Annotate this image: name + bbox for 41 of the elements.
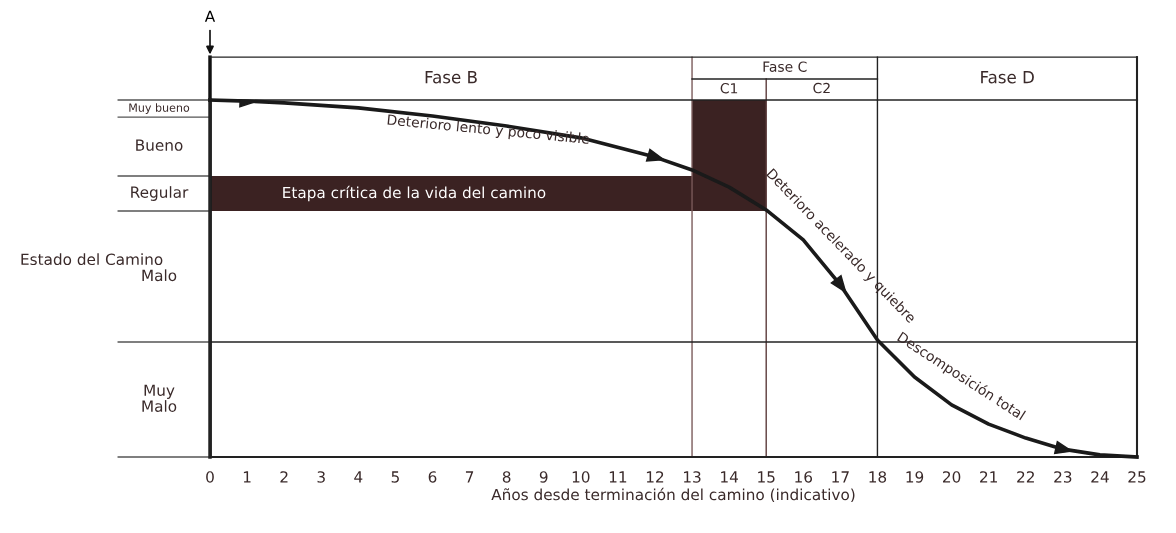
text: Fase D [981, 71, 1034, 84]
x-tick-label: 9 [539, 471, 548, 483]
x-tick-label: 11 [609, 471, 627, 483]
annotation: Etapa crítica de la vida del camino [283, 185, 546, 202]
x-tick-label: 5 [391, 471, 399, 483]
x-tick-label: 15 [758, 471, 775, 483]
x-tick-label: 13 [684, 471, 701, 483]
text: Bueno [136, 139, 183, 151]
x-tick-label: 4 [354, 471, 363, 483]
x-tick-label: 17 [832, 471, 849, 483]
text: Muy Malo [142, 384, 177, 412]
x-tick-label: 19 [906, 471, 924, 483]
x-tick-label: 14 [721, 471, 738, 483]
x-tick-label: 21 [980, 471, 997, 483]
x-tick-label: 7 [465, 471, 474, 483]
text: Fase B [425, 71, 477, 84]
x-tick-label: 23 [1054, 471, 1072, 483]
x-tick-label: 12 [646, 471, 664, 483]
annotation: Deterioro lento y poco visible [387, 114, 590, 147]
x-tick-label: 2 [280, 471, 288, 483]
band-label: Regular [131, 186, 189, 201]
x-tick-label: 8 [502, 471, 511, 483]
x-tick-label: 25 [1128, 471, 1146, 483]
x-tick-label: 20 [943, 471, 961, 483]
x-tick-label: 22 [1017, 471, 1034, 483]
x-tick-label: 3 [317, 471, 325, 483]
text: Fase C [763, 61, 807, 72]
x-tick-label: 0 [206, 471, 214, 483]
band-label: C1 [720, 82, 738, 94]
x-tick-label: 18 [869, 471, 887, 483]
x-tick-label: 1 [243, 471, 251, 483]
x-tick-label: 10 [572, 471, 590, 483]
y-axis-title: Estado del Camino [21, 253, 163, 266]
text: C2 [813, 82, 830, 94]
x-tick-label: 24 [1091, 471, 1109, 483]
x-tick-label: 6 [428, 471, 437, 483]
ref-line-label: A [204, 10, 216, 22]
text: Muy bueno [129, 103, 190, 114]
x-axis-title: Años desde terminación del camino (indicativo) [491, 487, 855, 503]
text: Malo [142, 269, 177, 282]
x-tick-label: 16 [795, 471, 813, 483]
